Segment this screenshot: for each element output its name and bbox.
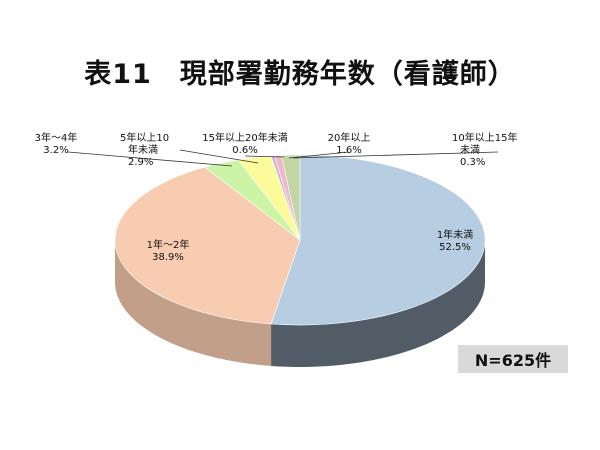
leader-line-6	[288, 151, 350, 159]
pie-slice-6	[281, 154, 301, 241]
leader-line-5	[244, 155, 285, 158]
slice-label-0: 1年未満 52.5%	[437, 228, 473, 253]
leader-line-4	[292, 151, 499, 159]
leader-line-3	[179, 149, 259, 164]
sample-size-note: N=625件	[458, 345, 568, 373]
slice-label-6: 20年以上 1.6%	[328, 131, 371, 156]
chart-title: 表11 現部署勤務年数（看護師）	[84, 59, 516, 90]
pie-slice-0	[270, 154, 486, 326]
leader-line-2	[67, 151, 233, 167]
pie-side-0	[271, 240, 485, 367]
slice-label-2: 3年～4年 3.2%	[35, 131, 78, 156]
slice-label-3: 5年以上10 年未満 2.9%	[120, 131, 169, 168]
pie-slice-1	[114, 166, 301, 325]
slice-label-5: 15年以上20年未満 0.6%	[202, 131, 287, 156]
slice-label-4: 10年以上15年未満 0.3%	[452, 131, 517, 168]
pie-side-1	[115, 240, 272, 366]
slice-label-1: 1年～2年 38.9%	[147, 238, 190, 263]
